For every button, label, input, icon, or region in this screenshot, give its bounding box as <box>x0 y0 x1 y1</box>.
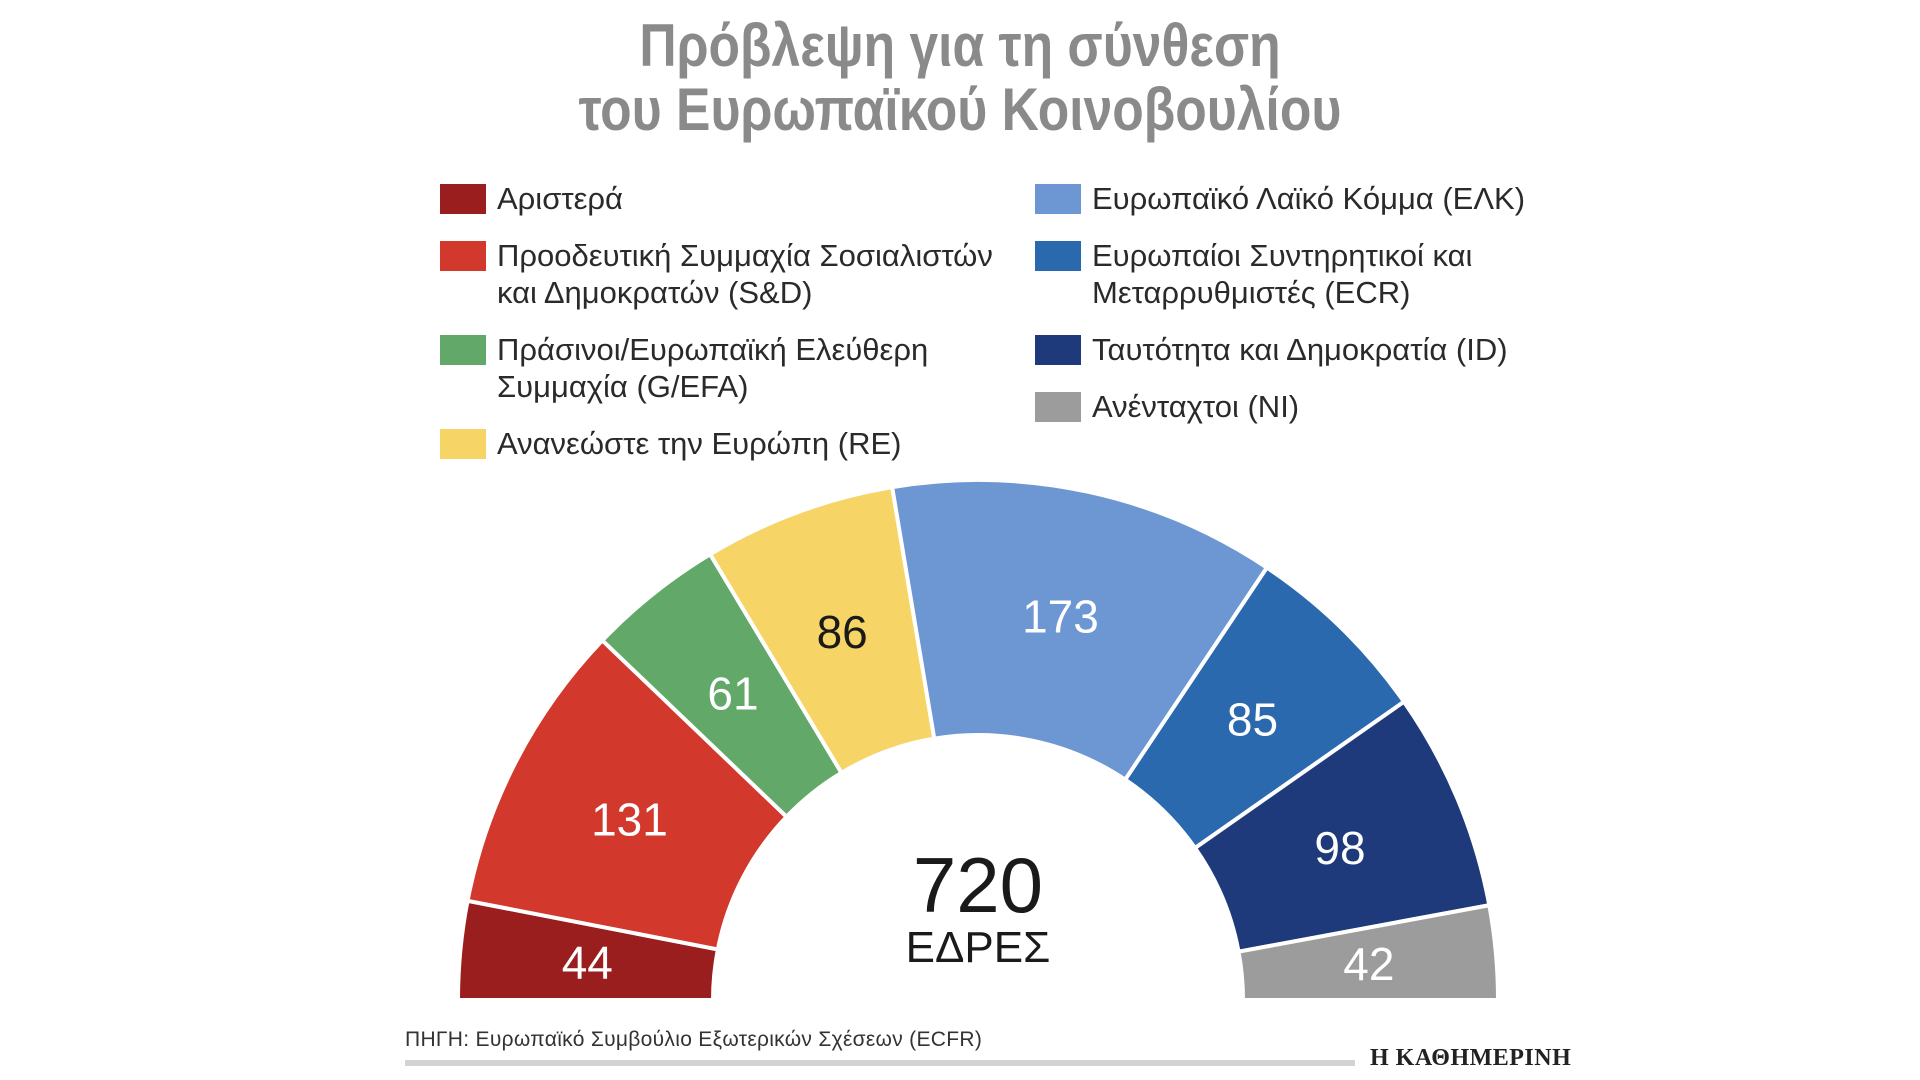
chart-title: Πρόβλεψη για τη σύνθεση του Ευρωπαϊκού Κ… <box>134 14 1785 142</box>
total-seats-value: 720 <box>913 841 1043 929</box>
legend-item-ecr: Ευρωπαίοι Συντηρητικοί και Μεταρρυθμιστέ… <box>1035 237 1632 311</box>
legend-label: Αριστερά <box>497 181 623 216</box>
hemicycle-value-labels: 44 131 61 86 173 85 98 42 <box>562 590 1395 990</box>
segment-value-label: 173 <box>1022 590 1099 642</box>
legend-label: Ταυτότητα και Δημοκρατία (ID) <box>1092 332 1508 367</box>
legend-label: Πράσινοι/Ευρωπαϊκή Ελεύθερη Συμμαχία (G/… <box>497 332 929 404</box>
segment-value-label: 98 <box>1314 822 1365 874</box>
legend-item-epp: Ευρωπαϊκό Λαϊκό Κόμμα (ΕΛΚ) <box>1035 180 1632 217</box>
legend-swatch <box>440 241 486 271</box>
legend-right: Ευρωπαϊκό Λαϊκό Κόμμα (ΕΛΚ) Ευρωπαίοι Συ… <box>1035 180 1632 445</box>
title-line-2: του Ευρωπαϊκού Κοινοβουλίου <box>578 76 1342 143</box>
total-seats-label: ΕΔΡΕΣ <box>906 923 1051 972</box>
footer-rule <box>405 1060 1355 1066</box>
segment-value-label: 42 <box>1343 938 1394 990</box>
hemicycle-segments <box>455 478 1501 1002</box>
legend-label: Ανένταχτοι (NI) <box>1092 389 1300 424</box>
segment-value-label: 85 <box>1227 693 1278 745</box>
title-line-1: Πρόβλεψη για τη σύνθεση <box>639 12 1281 79</box>
legend-swatch <box>440 184 486 214</box>
legend-item-left: Αριστερά <box>440 180 1037 217</box>
segment-value-label: 131 <box>591 794 668 846</box>
source-note: ΠΗΓΗ: Ευρωπαϊκό Συμβούλιο Εξωτερικών Σχέ… <box>405 1028 983 1051</box>
segment-value-label: 44 <box>562 936 613 988</box>
hemicycle-segment <box>1236 902 1501 1002</box>
legend-label: Προοδευτική Συμμαχία Σοσιαλιστών και Δημ… <box>497 238 993 310</box>
legend-item-id: Ταυτότητα και Δημοκρατία (ID) <box>1035 331 1632 368</box>
segment-value-label: 61 <box>707 667 758 719</box>
legend-swatch <box>1035 184 1081 214</box>
legend-label: Ανανεώστε την Ευρώπη (RE) <box>497 426 902 461</box>
legend-item-greens: Πράσινοι/Ευρωπαϊκή Ελεύθερη Συμμαχία (G/… <box>440 331 1037 405</box>
legend-swatch <box>1035 392 1081 422</box>
legend-swatch <box>1035 241 1081 271</box>
legend-left: Αριστερά Προοδευτική Συμμαχία Σοσιαλιστώ… <box>440 180 1037 482</box>
publisher-logo: Η ΚΑΘΗΜΕΡΙΝΗ <box>1370 1045 1572 1071</box>
segment-value-label: 86 <box>817 606 868 658</box>
legend-swatch <box>440 429 486 459</box>
legend-item-sd: Προοδευτική Συμμαχία Σοσιαλιστών και Δημ… <box>440 237 1037 311</box>
legend-item-ni: Ανένταχτοι (NI) <box>1035 388 1632 425</box>
legend-item-renew: Ανανεώστε την Ευρώπη (RE) <box>440 425 1037 462</box>
legend-swatch <box>1035 335 1081 365</box>
legend-label: Ευρωπαϊκό Λαϊκό Κόμμα (ΕΛΚ) <box>1092 181 1526 216</box>
legend-label: Ευρωπαίοι Συντηρητικοί και Μεταρρυθμιστέ… <box>1092 238 1473 310</box>
legend-swatch <box>440 335 486 365</box>
